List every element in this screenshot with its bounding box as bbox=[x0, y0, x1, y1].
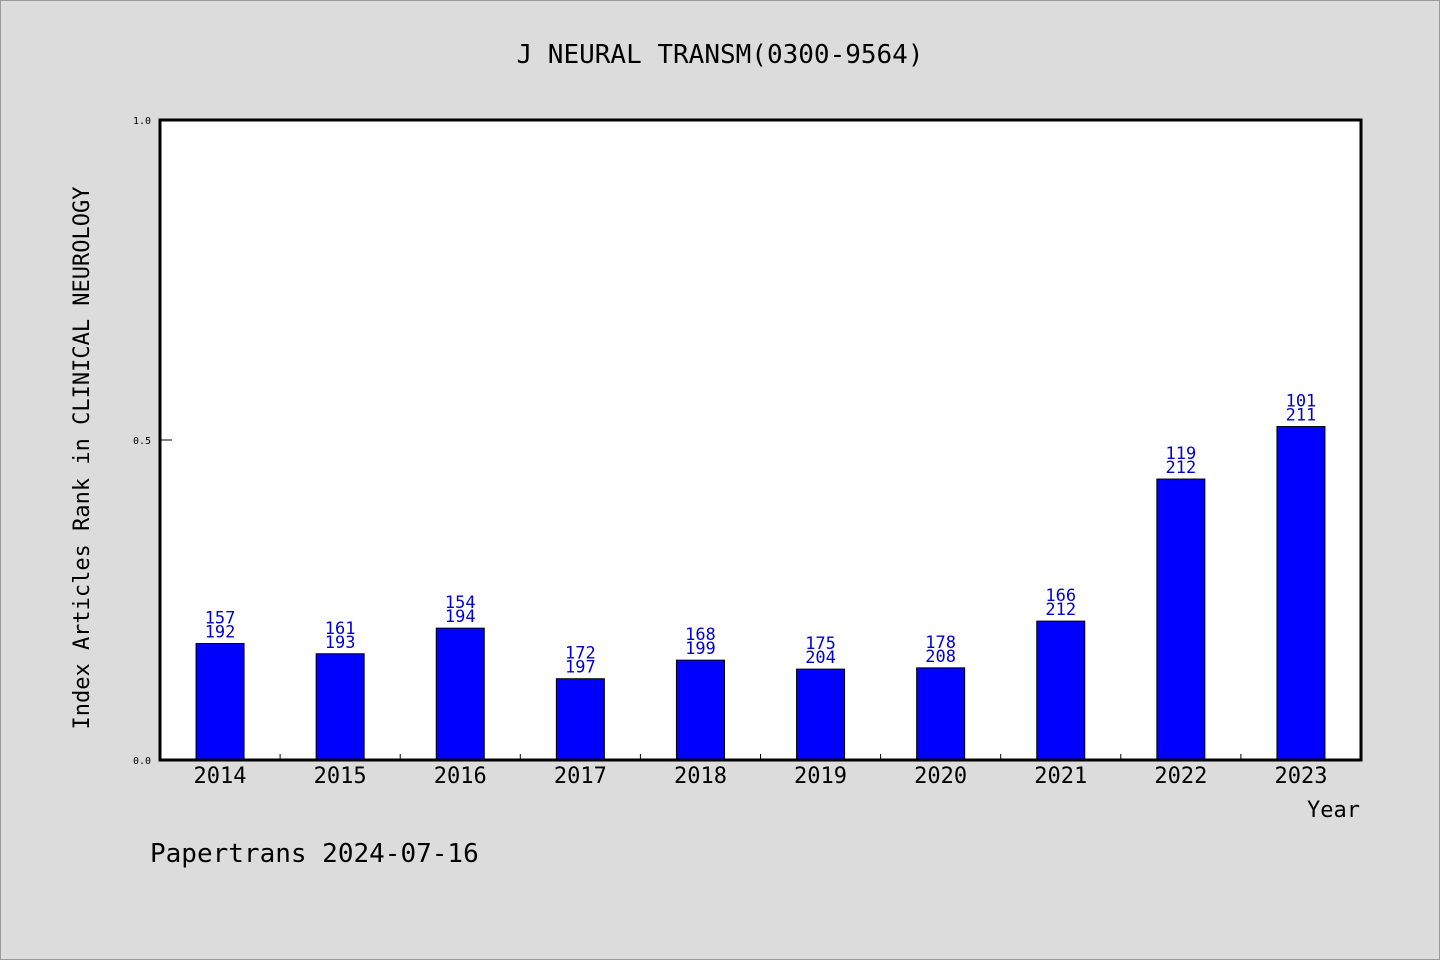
rank-label: 119 bbox=[1165, 444, 1196, 464]
x-tick-label: 2018 bbox=[674, 764, 727, 789]
chart-title: J NEURAL TRANSM(0300-9564) bbox=[517, 40, 924, 70]
y-tick-label: 0.0 bbox=[133, 756, 151, 767]
rank-label: 172 bbox=[565, 644, 596, 664]
total-label: 212 bbox=[1165, 458, 1196, 478]
total-label: 194 bbox=[445, 607, 476, 627]
bar-2022 bbox=[1156, 478, 1206, 761]
rank-label: 168 bbox=[685, 625, 716, 645]
bar-2015 bbox=[315, 653, 365, 761]
x-tick-label: 2017 bbox=[554, 764, 607, 789]
rank-label: 157 bbox=[205, 609, 236, 629]
x-tick-label: 2023 bbox=[1274, 764, 1327, 789]
total-label: 193 bbox=[325, 633, 356, 653]
total-label: 192 bbox=[205, 623, 236, 643]
x-tick-label: 2016 bbox=[434, 764, 487, 789]
x-tick-label: 2020 bbox=[914, 764, 967, 789]
rank-label: 101 bbox=[1286, 392, 1317, 412]
bar-2016 bbox=[435, 627, 485, 761]
bar-2019 bbox=[796, 668, 846, 761]
bars bbox=[195, 426, 1326, 761]
rank-label: 154 bbox=[445, 593, 476, 613]
x-tick-label: 2014 bbox=[194, 764, 247, 789]
bar-2018 bbox=[675, 659, 725, 761]
bar-2023 bbox=[1276, 426, 1326, 761]
total-label: 199 bbox=[685, 639, 716, 659]
rank-label: 161 bbox=[325, 619, 356, 639]
plot-frame bbox=[158, 118, 1363, 762]
x-axis-label: Year bbox=[1307, 798, 1360, 823]
x-tick-label: 2019 bbox=[794, 764, 847, 789]
rank-label: 175 bbox=[805, 634, 836, 654]
y-tick-label: 0.5 bbox=[133, 436, 151, 447]
bar-2020 bbox=[916, 667, 966, 761]
total-label: 208 bbox=[925, 647, 956, 667]
total-label: 212 bbox=[1045, 600, 1076, 620]
x-tick-label: 2022 bbox=[1154, 764, 1207, 789]
footer-credit: Papertrans 2024-07-16 bbox=[150, 839, 479, 869]
y-axis-label: Index Articles Rank in CLINICAL NEUROLOG… bbox=[70, 186, 95, 729]
bar-2017 bbox=[555, 678, 605, 761]
x-tick-label: 2021 bbox=[1034, 764, 1087, 789]
y-tick-label: 1.0 bbox=[133, 116, 151, 127]
bar-2021 bbox=[1036, 620, 1086, 761]
x-tick-label: 2015 bbox=[314, 764, 367, 789]
rank-label: 166 bbox=[1045, 586, 1076, 606]
total-label: 197 bbox=[565, 658, 596, 678]
rank-label: 178 bbox=[925, 633, 956, 653]
bar-2014 bbox=[195, 643, 245, 761]
total-label: 211 bbox=[1286, 406, 1317, 426]
total-label: 204 bbox=[805, 648, 836, 668]
